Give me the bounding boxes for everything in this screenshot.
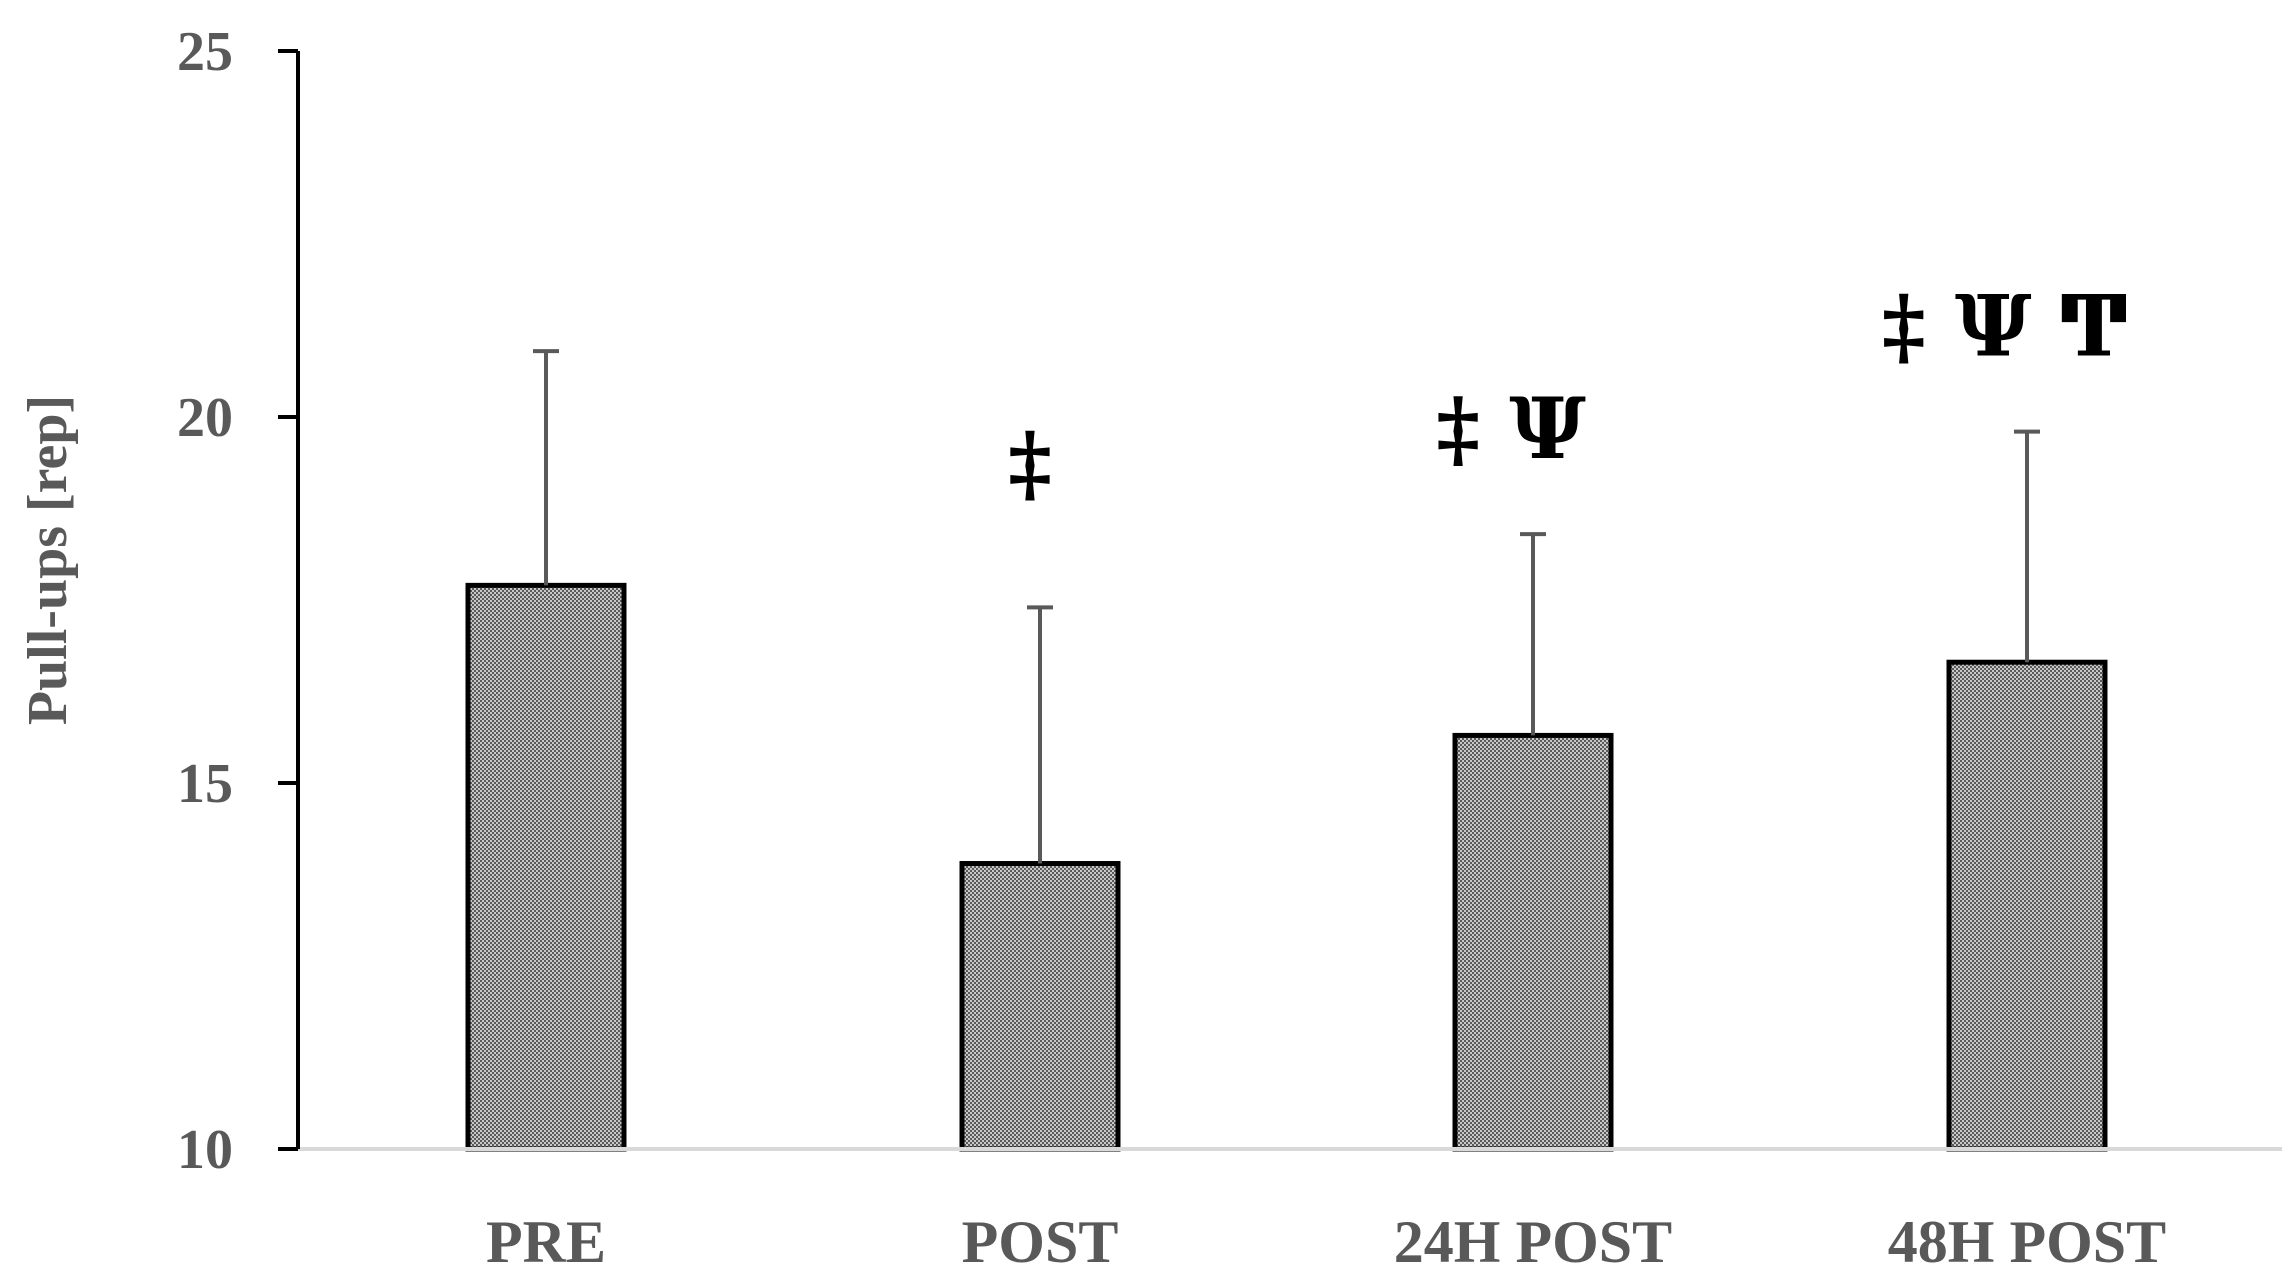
bar xyxy=(959,861,1121,1152)
y-axis-ticks: 10 15 20 25 xyxy=(177,21,298,1181)
significance-annotation: ‡ Ψ Ͳ xyxy=(1882,277,2129,376)
x-category-label: 48H POST xyxy=(1888,1209,2166,1275)
x-category-label: PRE xyxy=(486,1209,606,1275)
x-category-label: POST xyxy=(962,1209,1119,1275)
x-category-label: 24H POST xyxy=(1394,1209,1672,1275)
significance-annotations: ‡ ‡ Ψ ‡ Ψ Ͳ xyxy=(1008,277,2128,513)
x-axis-labels: PRE POST 24H POST 48H POST xyxy=(486,1209,2166,1275)
y-tick-label: 20 xyxy=(177,387,233,449)
bar xyxy=(1452,732,1614,1152)
significance-annotation: ‡ xyxy=(1008,413,1052,512)
y-tick-label: 25 xyxy=(177,21,233,83)
error-bars xyxy=(533,349,2040,864)
y-tick-label: 10 xyxy=(177,1119,233,1181)
bar xyxy=(1946,659,2108,1152)
y-tick-label: 15 xyxy=(177,753,233,815)
significance-annotation: ‡ Ψ xyxy=(1436,379,1586,478)
bar xyxy=(465,582,627,1152)
bars xyxy=(465,582,2108,1152)
y-axis-title: Pull-ups [rep] xyxy=(17,395,79,725)
